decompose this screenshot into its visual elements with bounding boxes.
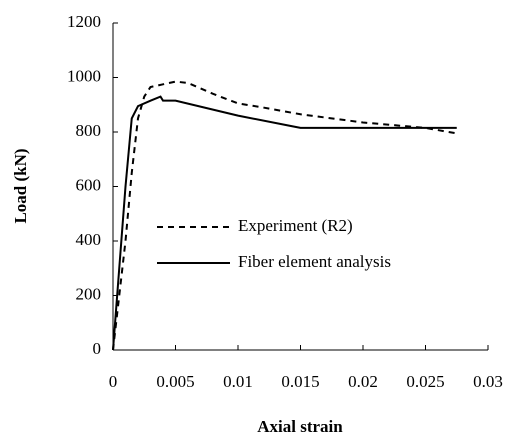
y-tick-label: 0 (93, 339, 102, 358)
data-line (112, 95, 457, 351)
y-axis-label: Load (kN) (11, 148, 30, 223)
x-tick-label: 0.02 (348, 372, 378, 391)
y-tick-label: 1200 (67, 12, 101, 31)
data-line (112, 80, 457, 351)
x-tick-label: 0.025 (406, 372, 444, 391)
y-tick-label: 400 (76, 230, 102, 249)
x-tick-label: 0.01 (223, 372, 253, 391)
x-tick-label: 0.015 (281, 372, 319, 391)
x-tick-label: 0.03 (473, 372, 503, 391)
legend-label: Fiber element analysis (238, 252, 391, 271)
y-tick-label: 1000 (67, 66, 101, 85)
legend-label: Experiment (R2) (238, 216, 353, 235)
y-tick-label: 200 (76, 284, 102, 303)
x-tick-label: 0.005 (156, 372, 194, 391)
x-tick-label: 0 (109, 372, 118, 391)
x-axis-label: Axial strain (257, 417, 343, 436)
y-tick-label: 600 (76, 175, 102, 194)
y-tick-label: 800 (76, 121, 102, 140)
